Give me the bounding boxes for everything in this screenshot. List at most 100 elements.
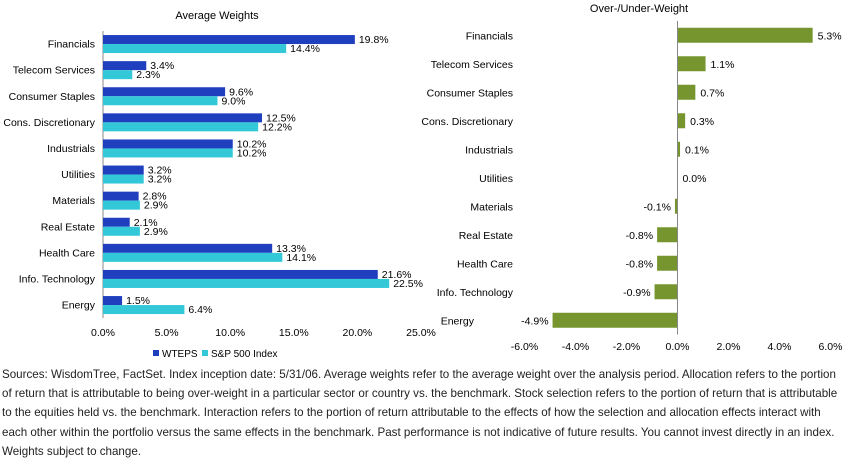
x-tick-label: 0.0%: [91, 327, 115, 339]
data-label-industrials: 0.1%: [685, 144, 709, 156]
data-label-wteps-consumer-staples: 9.6%: [229, 86, 253, 98]
bar-energy: [552, 312, 678, 328]
category-label-info-technology: Info. Technology: [437, 287, 514, 299]
legend-swatch-wteps: [153, 350, 159, 356]
category-label-cons-discretionary: Cons. Discretionary: [3, 117, 95, 129]
bar-wteps-telecom-services: [103, 61, 147, 71]
data-label-s-p-500-index-info-technology: 22.5%: [393, 278, 423, 290]
data-label-telecom-services: 1.1%: [711, 59, 735, 71]
chart-title: Average Weights: [175, 10, 259, 22]
x-tick-label: -6.0%: [511, 341, 538, 353]
category-label-materials: Materials: [470, 201, 513, 213]
bar-wteps-industrials: [103, 139, 233, 149]
data-label-materials: -0.1%: [644, 201, 671, 213]
data-label-wteps-telecom-services: 3.4%: [150, 60, 174, 72]
category-label-info-technology: Info. Technology: [19, 273, 96, 285]
bar-s-p-500-index-consumer-staples: [103, 96, 218, 106]
data-label-wteps-industrials: 10.2%: [237, 138, 267, 150]
data-label-wteps-energy: 1.5%: [126, 295, 150, 307]
data-label-wteps-cons-discretionary: 12.5%: [266, 112, 296, 124]
x-tick-label: 4.0%: [768, 341, 792, 353]
bar-wteps-consumer-staples: [103, 87, 226, 97]
footnote: Sources: WisdomTree, FactSet. Index ince…: [2, 368, 838, 458]
bar-materials: [674, 198, 678, 214]
category-label-industrials: Industrials: [465, 144, 513, 156]
data-label-s-p-500-index-consumer-staples: 9.0%: [221, 95, 245, 107]
category-label-energy: Energy: [441, 315, 475, 327]
data-label-wteps-utilities: 3.2%: [148, 165, 172, 177]
bar-s-p-500-index-info-technology: [103, 278, 390, 288]
category-label-telecom-services: Telecom Services: [431, 59, 513, 71]
data-label-wteps-health-care: 13.3%: [276, 243, 306, 255]
category-label-materials: Materials: [52, 195, 95, 207]
category-label-real-estate: Real Estate: [41, 221, 95, 233]
data-label-info-technology: -0.9%: [623, 287, 650, 299]
data-label-energy: -4.9%: [521, 315, 548, 327]
data-label-wteps-materials: 2.8%: [143, 191, 167, 203]
bar-s-p-500-index-utilities: [103, 174, 144, 184]
bar-real-estate: [657, 227, 678, 243]
bar-wteps-health-care: [103, 243, 273, 253]
legend-label-wteps: WTEPS: [162, 349, 198, 360]
category-label-financials: Financials: [48, 39, 95, 51]
data-label-s-p-500-index-industrials: 10.2%: [237, 147, 267, 159]
x-tick-label: 0.0%: [666, 341, 690, 353]
category-label-utilities: Utilities: [479, 173, 513, 185]
x-tick-label: -4.0%: [562, 341, 589, 353]
data-label-wteps-real-estate: 2.1%: [134, 217, 158, 229]
data-label-s-p-500-index-materials: 2.9%: [144, 200, 168, 212]
x-tick-label: 2.0%: [717, 341, 741, 353]
bar-industrials: [677, 141, 681, 157]
x-tick-label: 5.0%: [155, 327, 179, 339]
data-label-utilities: 0.0%: [683, 173, 707, 185]
data-label-consumer-staples: 0.7%: [700, 87, 724, 99]
category-label-industrials: Industrials: [47, 143, 95, 155]
bar-s-p-500-index-materials: [103, 200, 140, 210]
bar-s-p-500-index-real-estate: [103, 226, 140, 236]
bar-s-p-500-index-financials: [103, 44, 287, 54]
bar-s-p-500-index-industrials: [103, 148, 233, 158]
bar-wteps-real-estate: [103, 217, 130, 227]
data-label-wteps-info-technology: 21.6%: [382, 269, 412, 281]
data-label-real-estate: -0.8%: [626, 230, 653, 242]
data-label-wteps-financials: 19.8%: [359, 34, 389, 46]
data-label-financials: 5.3%: [818, 30, 842, 42]
data-label-cons-discretionary: 0.3%: [690, 116, 714, 128]
legend-label-s-p-500-index: S&P 500 Index: [211, 349, 278, 360]
x-tick-label: 10.0%: [215, 327, 245, 339]
bar-s-p-500-index-cons-discretionary: [103, 122, 259, 132]
category-label-telecom-services: Telecom Services: [13, 65, 95, 77]
category-label-utilities: Utilities: [61, 169, 95, 181]
bar-wteps-utilities: [103, 165, 144, 175]
bar-telecom-services: [677, 56, 706, 72]
bar-consumer-staples: [677, 84, 696, 100]
category-label-energy: Energy: [62, 300, 96, 312]
x-tick-label: 6.0%: [819, 341, 843, 353]
chart-title: Over-/Under-Weight: [590, 3, 688, 15]
data-label-s-p-500-index-cons-discretionary: 12.2%: [262, 121, 292, 133]
bar-wteps-financials: [103, 35, 355, 45]
category-label-health-care: Health Care: [39, 247, 95, 259]
category-label-real-estate: Real Estate: [459, 230, 513, 242]
bar-s-p-500-index-telecom-services: [103, 70, 133, 80]
bar-health-care: [657, 255, 678, 271]
average-weights-chart: Average Weights Financials 19.8% 14.4% Telec…: [3, 10, 436, 360]
category-label-consumer-staples: Consumer Staples: [9, 91, 95, 103]
data-label-s-p-500-index-energy: 6.4%: [188, 304, 212, 316]
bar-wteps-materials: [103, 191, 139, 201]
x-tick-label: 25.0%: [406, 327, 436, 339]
data-label-s-p-500-index-utilities: 3.2%: [148, 174, 172, 186]
bar-cons-discretionary: [677, 113, 686, 129]
bar-financials: [677, 27, 813, 43]
data-label-s-p-500-index-telecom-services: 2.3%: [136, 69, 160, 81]
bar-wteps-info-technology: [103, 269, 378, 279]
data-label-s-p-500-index-financials: 14.4%: [290, 43, 320, 55]
bar-wteps-cons-discretionary: [103, 113, 262, 123]
x-tick-label: 15.0%: [279, 327, 309, 339]
legend-swatch-s-p-500-index: [202, 350, 208, 356]
data-label-s-p-500-index-real-estate: 2.9%: [144, 226, 168, 238]
bar-info-technology: [654, 284, 678, 300]
data-label-s-p-500-index-health-care: 14.1%: [286, 252, 316, 264]
category-label-health-care: Health Care: [457, 258, 513, 270]
bar-s-p-500-index-health-care: [103, 252, 283, 262]
